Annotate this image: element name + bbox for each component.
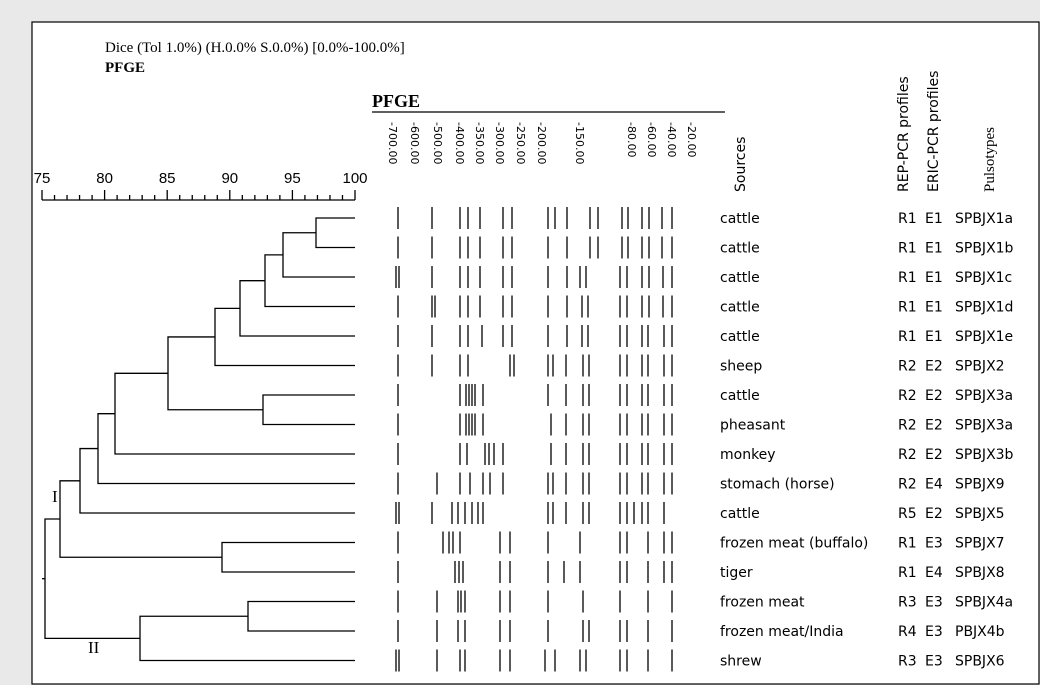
row-eric: E2 <box>925 506 943 522</box>
row-rep: R1 <box>898 241 917 257</box>
band-size-label: -600.00 <box>408 122 421 164</box>
row-pulsotype: SPBJX9 <box>955 477 1005 493</box>
row-pulsotype: SPBJX3b <box>955 447 1014 463</box>
row-rep: R2 <box>898 359 917 375</box>
band-size-label: -250.00 <box>514 122 527 164</box>
row-rep: R3 <box>898 654 917 670</box>
cluster-label: I <box>52 487 58 506</box>
row-eric: E4 <box>925 477 943 493</box>
figure: Dice (Tol 1.0%) (H.0.0% S.0.0%) [0.0%-10… <box>0 0 1040 685</box>
row-pulsotype: SPBJX1e <box>955 329 1013 345</box>
row-eric: E2 <box>925 388 943 404</box>
band-size-label: -20.00 <box>685 122 698 157</box>
header-method: PFGE <box>105 60 145 76</box>
row-eric: E1 <box>925 270 943 286</box>
scale-label: 85 <box>159 170 176 187</box>
rep-heading: REP-PCR profiles <box>896 76 912 192</box>
row-eric: E3 <box>925 536 943 552</box>
row-rep: R2 <box>898 388 917 404</box>
row-eric: E1 <box>925 300 943 316</box>
row-pulsotype: SPBJX1a <box>955 211 1013 227</box>
scale-label: 95 <box>284 170 301 187</box>
row-source: frozen meat/India <box>720 624 844 640</box>
row-source: cattle <box>720 241 760 257</box>
row-rep: R2 <box>898 418 917 434</box>
row-eric: E2 <box>925 447 943 463</box>
cluster-label: II <box>88 638 100 657</box>
band-size-label: -80.00 <box>625 122 638 157</box>
row-rep: R2 <box>898 477 917 493</box>
row-pulsotype: SPBJX6 <box>955 654 1005 670</box>
row-eric: E4 <box>925 565 943 581</box>
row-source: tiger <box>720 565 753 581</box>
row-pulsotype: SPBJX8 <box>955 565 1005 581</box>
row-pulsotype: SPBJX3a <box>955 388 1013 404</box>
row-pulsotype: SPBJX5 <box>955 506 1005 522</box>
row-pulsotype: SPBJX1d <box>955 300 1013 316</box>
row-rep: R4 <box>898 624 917 640</box>
row-rep: R1 <box>898 329 917 345</box>
row-eric: E1 <box>925 329 943 345</box>
pfge-title: PFGE <box>372 91 420 111</box>
row-source: stomach (horse) <box>720 477 835 493</box>
band-size-label: -60.00 <box>645 122 658 157</box>
row-source: cattle <box>720 388 760 404</box>
row-rep: R5 <box>898 506 917 522</box>
row-source: pheasant <box>720 418 786 434</box>
row-rep: R1 <box>898 270 917 286</box>
row-source: frozen meat <box>720 595 805 611</box>
row-source: sheep <box>720 359 762 375</box>
row-pulsotype: SPBJX7 <box>955 536 1005 552</box>
scale-label: 80 <box>96 170 113 187</box>
row-eric: E3 <box>925 595 943 611</box>
row-eric: E1 <box>925 241 943 257</box>
row-rep: R1 <box>898 565 917 581</box>
row-source: monkey <box>720 447 776 463</box>
row-source: cattle <box>720 506 760 522</box>
row-pulsotype: SPBJX4a <box>955 595 1013 611</box>
band-size-label: -350.00 <box>473 122 486 164</box>
row-source: cattle <box>720 270 760 286</box>
band-size-label: -40.00 <box>665 122 678 157</box>
header-line: Dice (Tol 1.0%) (H.0.0% S.0.0%) [0.0%-10… <box>105 40 405 56</box>
scale-label: 75 <box>34 170 51 187</box>
scale-label: 90 <box>221 170 238 187</box>
row-source: cattle <box>720 329 760 345</box>
row-pulsotype: SPBJX3a <box>955 418 1013 434</box>
band-size-label: -700.00 <box>386 122 399 164</box>
row-rep: R1 <box>898 211 917 227</box>
band-size-label: -300.00 <box>493 122 506 164</box>
row-eric: E2 <box>925 359 943 375</box>
band-size-label: -500.00 <box>431 122 444 164</box>
row-rep: R2 <box>898 447 917 463</box>
band-size-label: -200.00 <box>535 122 548 164</box>
row-pulsotype: SPBJX2 <box>955 359 1005 375</box>
row-rep: R1 <box>898 300 917 316</box>
row-eric: E3 <box>925 654 943 670</box>
row-pulsotype: SPBJX1c <box>955 270 1012 286</box>
pulsotypes-heading: Pulsotypes <box>982 127 998 192</box>
band-size-label: -400.00 <box>453 122 466 164</box>
row-rep: R3 <box>898 595 917 611</box>
row-eric: E1 <box>925 211 943 227</box>
row-rep: R1 <box>898 536 917 552</box>
row-pulsotype: PBJX4b <box>955 624 1005 640</box>
row-source: frozen meat (buffalo) <box>720 536 868 552</box>
row-eric: E3 <box>925 624 943 640</box>
row-source: cattle <box>720 211 760 227</box>
row-eric: E2 <box>925 418 943 434</box>
band-size-label: -150.00 <box>573 122 586 164</box>
sources-heading: Sources <box>733 137 749 192</box>
row-source: cattle <box>720 300 760 316</box>
row-source: shrew <box>720 654 762 670</box>
eric-heading: ERIC-PCR profiles <box>926 71 942 192</box>
row-pulsotype: SPBJX1b <box>955 241 1014 257</box>
scale-label: 100 <box>342 170 367 187</box>
